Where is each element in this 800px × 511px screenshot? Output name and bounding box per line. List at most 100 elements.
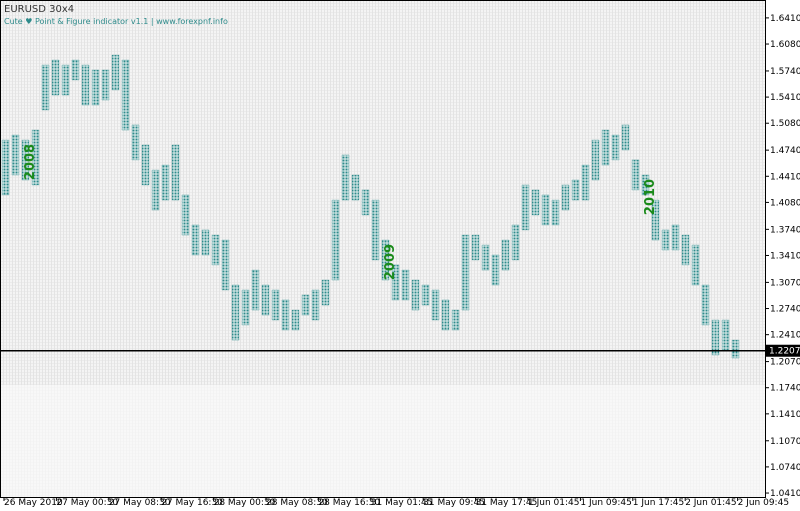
pnf-column xyxy=(681,234,690,266)
pnf-column xyxy=(91,69,100,106)
year-annotation: 2008 xyxy=(23,144,38,180)
y-tick-label: 1.3410 xyxy=(770,251,800,261)
pnf-column xyxy=(721,319,730,351)
pnf-column xyxy=(591,139,600,181)
x-tick-label: 28 May 00:30 xyxy=(214,498,276,507)
plot-border xyxy=(0,0,766,498)
pnf-column xyxy=(31,129,40,186)
pnf-column xyxy=(521,184,530,231)
pnf-column xyxy=(511,224,520,261)
pnf-column xyxy=(571,179,580,201)
pnf-column xyxy=(541,194,550,226)
pnf-column xyxy=(331,199,340,281)
pnf-column xyxy=(121,59,130,131)
y-tick-label: 1.4080 xyxy=(770,198,800,208)
pnf-column xyxy=(311,289,320,321)
pnf-column xyxy=(341,154,350,201)
pnf-column xyxy=(411,279,420,311)
plot-lower xyxy=(0,385,765,497)
y-tick-label: 1.4410 xyxy=(770,172,800,182)
pnf-column xyxy=(621,124,630,151)
pnf-column xyxy=(221,239,230,291)
y-tick-label: 1.1410 xyxy=(770,410,800,420)
pnf-column xyxy=(51,59,60,96)
pnf-column xyxy=(361,189,370,216)
pnf-column xyxy=(631,159,640,191)
y-tick-label: 1.2410 xyxy=(770,331,800,341)
y-tick-label: 1.6410 xyxy=(770,14,800,24)
chart-title: EURUSD 30x4 xyxy=(4,4,74,15)
pnf-column xyxy=(701,284,710,326)
pnf-column xyxy=(71,59,80,81)
pnf-column xyxy=(401,269,410,301)
y-tick-label: 1.5740 xyxy=(770,67,800,77)
x-tick-label: 31 May 09:45 xyxy=(423,498,485,507)
pnf-column xyxy=(451,309,460,331)
x-tick-label: 1 Jun 17:45 xyxy=(633,498,684,507)
pnf-column xyxy=(41,64,50,111)
pnf-column xyxy=(241,289,250,326)
pnf-column xyxy=(171,144,180,201)
pnf-column xyxy=(281,299,290,331)
pnf-column xyxy=(61,64,70,96)
y-tick-label: 1.3740 xyxy=(770,225,800,235)
pnf-column xyxy=(261,284,270,316)
x-tick-label: 2 Jun 01:45 xyxy=(685,498,736,507)
y-tick-label: 1.0740 xyxy=(770,463,800,473)
pnf-column xyxy=(501,239,510,271)
y-tick-label: 1.0410 xyxy=(770,489,800,499)
x-tick-label: 27 May 16:30 xyxy=(161,498,223,507)
y-tick-label: 1.4740 xyxy=(770,146,800,156)
pnf-column xyxy=(131,124,140,161)
x-tick-label: 1 Jun 01:45 xyxy=(528,498,579,507)
pnf-column xyxy=(381,239,390,281)
x-tick-label: 31 May 01:45 xyxy=(371,498,433,507)
pnf-column xyxy=(611,134,620,161)
pnf-column xyxy=(641,174,650,196)
current-price-box xyxy=(766,344,800,357)
chart-subtitle: Cute ♥ Point & Figure indicator v1.1 | w… xyxy=(4,17,228,26)
pnf-column xyxy=(531,189,540,216)
pnf-column xyxy=(301,294,310,316)
pnf-column xyxy=(471,234,480,261)
pnf-column xyxy=(151,169,160,211)
pnf-column xyxy=(201,229,210,256)
y-tick-label: 1.1070 xyxy=(770,437,800,447)
y-tick-label: 1.3070 xyxy=(770,278,800,288)
pnf-column xyxy=(461,234,470,311)
y-tick-label: 1.2740 xyxy=(770,305,800,315)
pnf-column xyxy=(711,319,720,356)
pnf-column xyxy=(181,194,190,236)
pnf-column xyxy=(321,279,330,306)
pnf-column xyxy=(551,199,560,226)
pnf-column xyxy=(581,164,590,201)
current-price-label: 1.2207 xyxy=(769,347,800,357)
pnf-column xyxy=(161,164,170,201)
pnf-column xyxy=(491,254,500,286)
pnf-column xyxy=(421,284,430,306)
x-tick-label: 31 May 17:45 xyxy=(476,498,538,507)
x-tick-label: 27 May 00:30 xyxy=(56,498,118,507)
pnf-column xyxy=(111,54,120,91)
x-tick-label: 2 Jun 09:45 xyxy=(738,498,789,507)
y-tick-label: 1.1740 xyxy=(770,384,800,394)
pnf-column xyxy=(291,309,300,331)
x-tick-label: 28 May 08:30 xyxy=(266,498,328,507)
pnf-column xyxy=(81,64,90,106)
pnf-column xyxy=(651,199,660,241)
x-tick-label: 27 May 08:30 xyxy=(109,498,171,507)
pnf-column xyxy=(21,139,30,181)
pnf-column xyxy=(211,234,220,266)
pnf-column xyxy=(351,174,360,201)
pnf-column xyxy=(671,224,680,251)
x-tick-label: 28 May 16:30 xyxy=(318,498,380,507)
y-tick-label: 1.6080 xyxy=(770,40,800,50)
pnf-column xyxy=(601,129,610,166)
pnf-column xyxy=(441,299,450,331)
pnf-column xyxy=(231,284,240,341)
pnf-column xyxy=(251,269,260,311)
pnf-column xyxy=(191,224,200,256)
pnf-column xyxy=(661,229,670,251)
pnf-column xyxy=(431,289,440,321)
